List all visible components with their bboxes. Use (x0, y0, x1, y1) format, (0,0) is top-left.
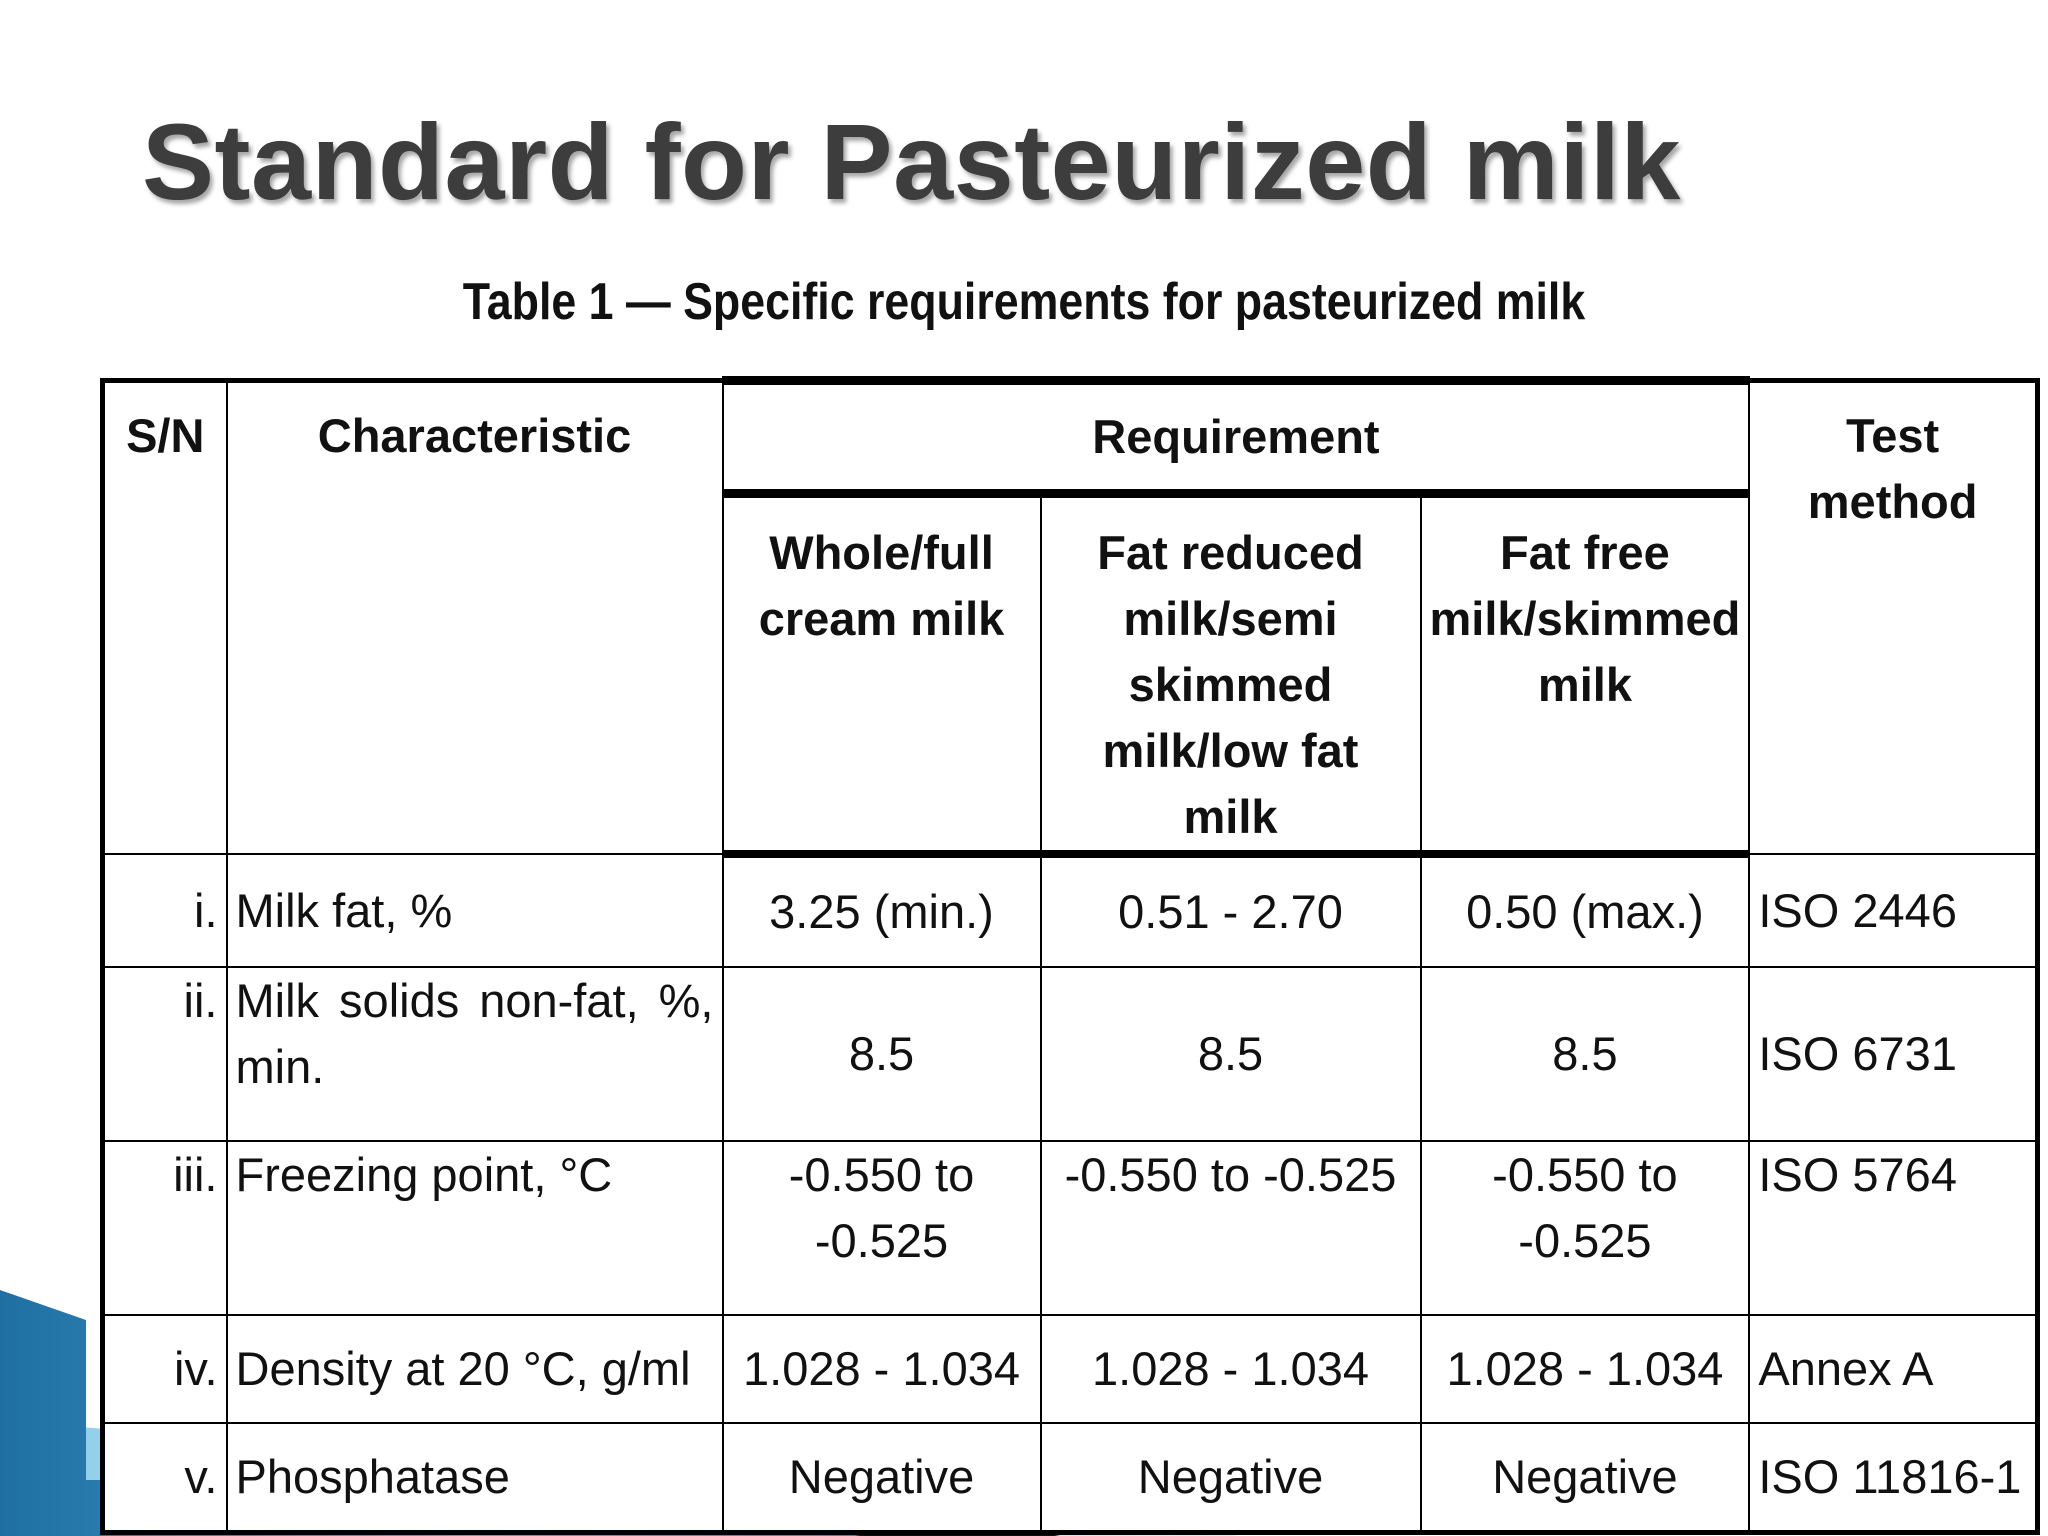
row-characteristic: Density at 20 °C, g/ml (225, 1314, 724, 1424)
table-row: iv. Density at 20 °C, g/ml 1.028 - 1.034… (101, 1314, 2039, 1424)
row-characteristic: Milk fat, % (225, 853, 724, 968)
row-whole-value: -0.550 to -0.525 (721, 1140, 1042, 1316)
row-sn: i. (101, 853, 228, 968)
slide-title: Standard for Pasteurized milk (142, 101, 1681, 222)
row-whole-value: 8.5 (721, 966, 1042, 1142)
header-requirement: Requirement (721, 376, 1751, 498)
row-free-value: -0.550 to -0.525 (1419, 1140, 1751, 1316)
row-sn: ii. (101, 966, 228, 1142)
row-test-method: ISO 6731 (1748, 966, 2039, 1142)
row-test-method: ISO 2446 (1748, 853, 2039, 968)
header-row: S/N Characteristic Requirement Test meth… (101, 376, 2039, 855)
row-whole-value: Negative (721, 1422, 1042, 1534)
row-sn: iii. (101, 1140, 228, 1316)
row-sn: iv. (101, 1314, 228, 1424)
row-free-value: 8.5 (1419, 966, 1751, 1142)
table-row: v. Phosphatase Negative Negative Negativ… (101, 1422, 2039, 1534)
row-test-method: Annex A (1748, 1314, 2039, 1424)
header-fat-free-milk: Fat free milk/skimmed milk (1419, 492, 1751, 858)
row-free-value: 0.50 (max.) (1419, 853, 1751, 968)
subheader-row: Whole/full cream milk Fat reduced milk/s… (103, 492, 2038, 858)
row-free-value: 1.028 - 1.034 (1419, 1314, 1751, 1424)
table-caption: Table 1 — Specific requirements for past… (462, 273, 1586, 331)
header-sn: S/N (101, 379, 228, 855)
header-whole-milk: Whole/full cream milk (721, 492, 1042, 858)
table-row: ii. Milk solids non-fat, %, min. 8.5 8.5… (101, 966, 2039, 1142)
table-row: iii. Freezing point, °C -0.550 to -0.525… (101, 1140, 2039, 1316)
requirements-table: S/N Characteristic Requirement Test meth… (100, 376, 2040, 1535)
table-row: i. Milk fat, % 3.25 (min.) 0.51 - 2.70 0… (101, 853, 2039, 968)
row-reduced-value: Negative (1039, 1422, 1422, 1534)
row-characteristic: Phosphatase (225, 1422, 724, 1534)
header-characteristic: Characteristic (225, 379, 724, 855)
row-test-method: ISO 11816-1 (1748, 1422, 2039, 1534)
row-free-value: Negative (1419, 1422, 1751, 1534)
row-reduced-value: 8.5 (1039, 966, 1422, 1142)
header-test-method: Test method (1748, 379, 2039, 855)
row-reduced-value: -0.550 to -0.525 (1039, 1140, 1422, 1316)
row-reduced-value: 1.028 - 1.034 (1039, 1314, 1422, 1424)
row-sn: v. (101, 1422, 228, 1534)
row-reduced-value: 0.51 - 2.70 (1039, 853, 1422, 968)
row-whole-value: 3.25 (min.) (721, 853, 1042, 968)
row-characteristic: Milk solids non-fat, %, min. (225, 966, 724, 1142)
row-test-method: ISO 5764 (1748, 1140, 2039, 1316)
row-whole-value: 1.028 - 1.034 (721, 1314, 1042, 1424)
header-fat-reduced-milk: Fat reduced milk/semi skimmed milk/low f… (1039, 492, 1422, 858)
row-characteristic: Freezing point, °C (225, 1140, 724, 1316)
